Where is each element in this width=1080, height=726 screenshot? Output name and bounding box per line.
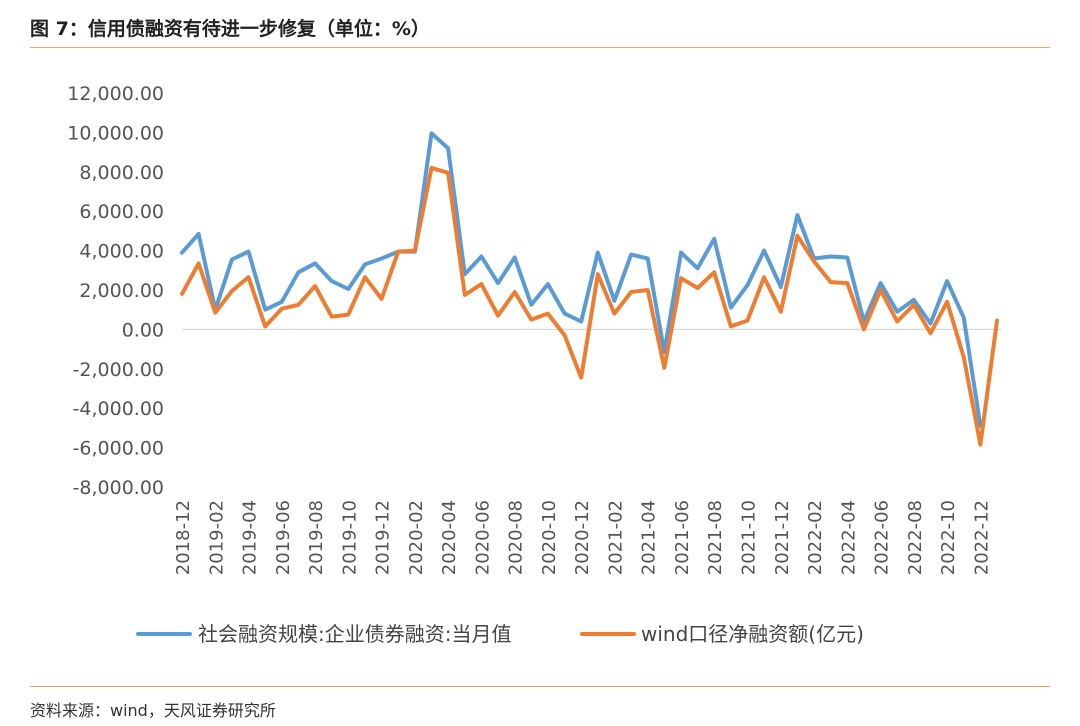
x-tick-label: 2019-08	[306, 500, 327, 575]
x-tick-label: 2021-04	[639, 500, 660, 575]
x-tick-label: 2019-12	[373, 500, 394, 575]
x-tick-label: 2021-12	[772, 500, 793, 575]
chart-figure-title: 图 7：信用债融资有待进一步修复（单位：%）	[30, 18, 430, 40]
bottom-divider	[30, 686, 1050, 687]
x-tick-label: 2020-06	[472, 500, 493, 575]
x-tick-label: 2019-02	[206, 500, 227, 575]
x-tick-label: 2021-06	[672, 500, 693, 575]
line-chart: 12,000.00 10,000.00 8,000.00 6,000.00 4,000.…	[67, 83, 1001, 646]
legend-label-2: wind口径净融资额(亿元)	[641, 622, 864, 646]
y-tick-label: -2,000.00	[73, 359, 164, 381]
x-tick-label: 2021-08	[705, 500, 726, 575]
x-tick-label: 2019-06	[273, 500, 294, 575]
top-divider	[30, 47, 1050, 48]
x-tick-label: 2019-10	[339, 500, 360, 575]
y-tick-label: -8,000.00	[73, 477, 164, 499]
y-tick-label: 6,000.00	[79, 201, 164, 223]
y-tick-label: -6,000.00	[73, 438, 164, 460]
series-line-2	[180, 165, 999, 447]
y-tick-label: 12,000.00	[67, 83, 164, 105]
x-tick-label: 2020-04	[439, 500, 460, 575]
x-tick-label: 2022-04	[838, 500, 859, 575]
x-tick-label: 2020-12	[572, 500, 593, 575]
x-tick-label: 2022-06	[872, 500, 893, 575]
x-tick-label: 2018-12	[173, 500, 194, 575]
x-tick-label: 2022-02	[805, 500, 826, 575]
y-tick-label: 10,000.00	[67, 122, 164, 144]
x-tick-label: 2022-12	[971, 500, 992, 575]
x-tick-label: 2020-02	[406, 500, 427, 575]
y-tick-label: 8,000.00	[79, 162, 164, 184]
x-tick-label: 2019-04	[240, 500, 261, 575]
x-tick-label: 2021-10	[739, 500, 760, 575]
y-tick-label: 4,000.00	[79, 241, 164, 263]
legend-label-1: 社会融资规模:企业债券融资:当月值	[198, 622, 511, 646]
source-note: 资料来源：wind，天风证券研究所	[30, 701, 276, 720]
x-tick-label: 2020-08	[506, 500, 527, 575]
x-tick-label: 2022-08	[905, 500, 926, 575]
x-tick-label: 2022-10	[938, 500, 959, 575]
x-tick-label: 2020-10	[539, 500, 560, 575]
x-tick-label: 2021-02	[605, 500, 626, 575]
y-tick-label: 0.00	[122, 319, 164, 341]
series-line-1	[180, 131, 983, 428]
y-tick-label: -4,000.00	[73, 398, 164, 420]
y-tick-label: 2,000.00	[79, 280, 164, 302]
